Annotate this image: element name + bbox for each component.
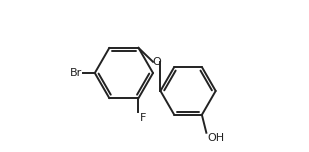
Text: F: F — [140, 113, 146, 123]
Text: OH: OH — [208, 133, 225, 143]
Text: Br: Br — [70, 68, 82, 78]
Text: O: O — [152, 57, 161, 67]
